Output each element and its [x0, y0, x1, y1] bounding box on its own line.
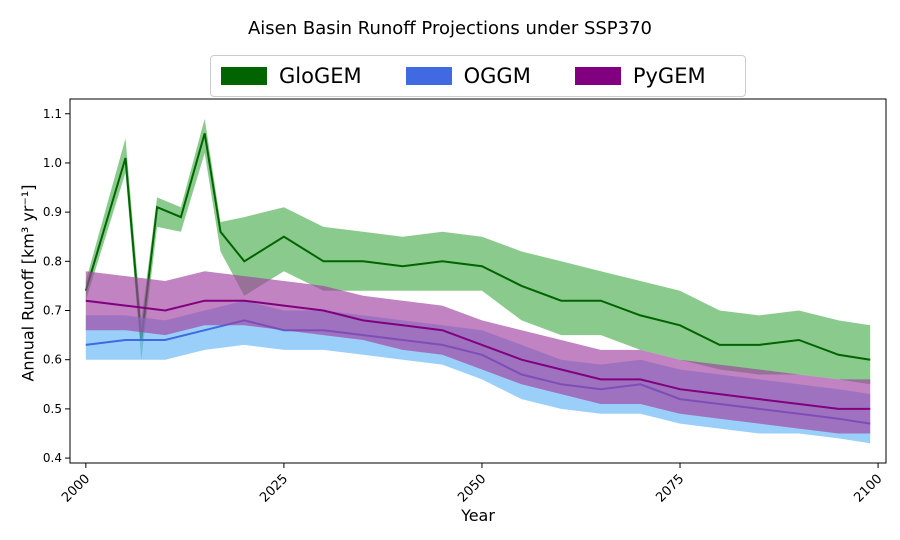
y-tick-label: 0.7: [43, 304, 62, 318]
y-tick-label: 0.8: [43, 254, 62, 268]
y-tick-label: 0.9: [43, 205, 62, 219]
legend-item-oggm: OGGM: [405, 64, 531, 88]
legend-swatch-pygem: [574, 67, 621, 85]
legend-item-glogem: GloGEM: [221, 64, 362, 88]
plot-frame: [69, 98, 887, 464]
chart-title: Aisen Basin Runoff Projections under SSP…: [247, 18, 653, 39]
band-glogem: [85, 118, 871, 385]
line-pygem: [85, 299, 871, 410]
legend-swatch-glogem: [221, 67, 267, 85]
y-tick-label: 1.0: [43, 156, 62, 170]
legend-label-pygem: PyGEM: [632, 64, 706, 88]
x-axis-label: Year: [461, 506, 495, 525]
y-axis-label: Annual Runoff [km³ yr⁻¹]: [18, 184, 38, 382]
legend-label-oggm: OGGM: [463, 64, 531, 88]
y-tick-label: 0.4: [43, 451, 62, 465]
x-tick-label: 2075: [653, 472, 687, 506]
line-glogem: [84, 133, 871, 361]
y-tick-label: 0.6: [43, 353, 62, 367]
legend-item-pygem: PyGEM: [574, 64, 706, 88]
y-tick-label: 1.1: [43, 107, 62, 121]
legend: GloGEM OGGM PyGEM: [210, 55, 746, 97]
x-tick-label: 2100: [851, 472, 885, 506]
x-tick-label: 2000: [59, 472, 93, 506]
x-tick-label: 2050: [455, 472, 489, 506]
y-tick-label: 0.5: [43, 402, 62, 416]
band-pygem: [85, 271, 871, 434]
legend-label-glogem: GloGEM: [279, 64, 362, 88]
x-tick-label: 2025: [257, 472, 291, 506]
legend-swatch-oggm: [405, 67, 452, 85]
